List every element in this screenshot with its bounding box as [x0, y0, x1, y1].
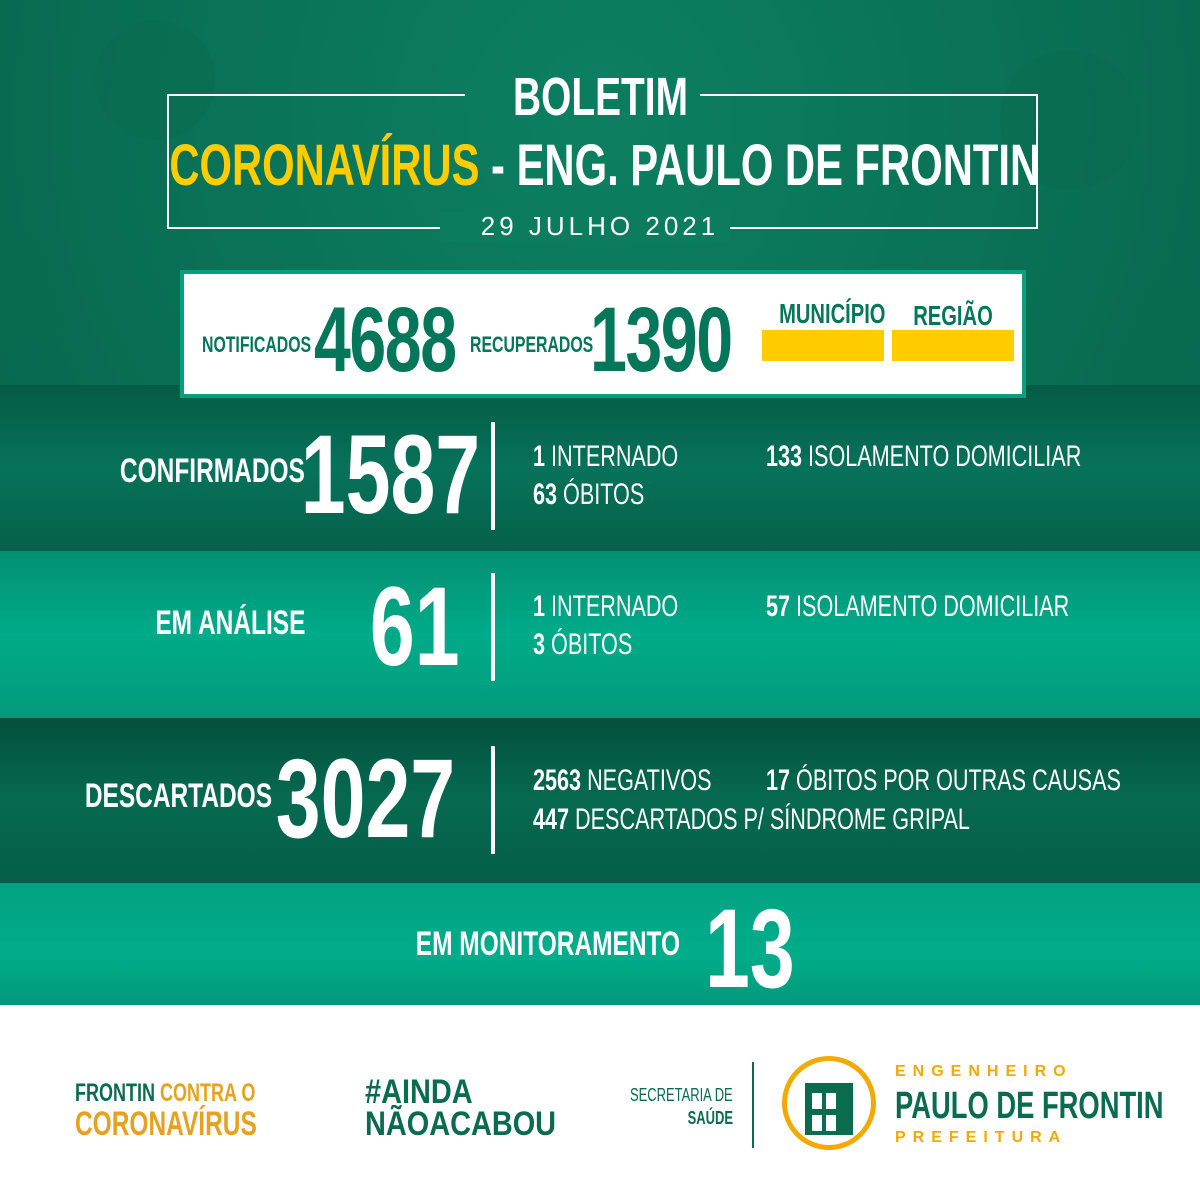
hashtag-line1: #AINDA [365, 1073, 473, 1111]
negativos-count: 2563 [533, 764, 582, 797]
outras-causas-label: ÓBITOS POR OUTRAS CAUSAS [796, 764, 1121, 797]
recuperados-value: 1390 [590, 289, 733, 391]
subject-highlight: CORONAVÍRUS [169, 133, 480, 198]
divider [491, 422, 495, 530]
descartados-value: 3027 [275, 736, 455, 861]
divider [752, 1062, 754, 1148]
analise-isolamento-count: 57 [766, 590, 791, 623]
notificados-value: 4688 [314, 289, 457, 391]
confirmados-internado-count: 1 [533, 440, 546, 473]
confirmados-internado-label: INTERNADO [551, 440, 679, 473]
secretaria-line2: SAÚDE [687, 1108, 733, 1128]
confirmados-obitos-label: ÓBITOS [563, 478, 645, 511]
analise-obitos-label: ÓBITOS [551, 628, 633, 661]
confirmados-obitos-count: 63 [533, 478, 558, 511]
recuperados-label: RECUPERADOS [470, 332, 594, 357]
prefeitura-top: ENGENHEIRO [895, 1063, 1073, 1080]
monitoramento-band [0, 883, 1200, 1005]
analise-isolamento-label: ISOLAMENTO DOMICILIAR [796, 590, 1070, 623]
regiao-label: REGIÃO [913, 300, 993, 331]
sindrome-gripal-label: DESCARTADOS P/ SÍNDROME GRIPAL [575, 803, 970, 836]
bulletin-date: 29 JULHO 2021 [480, 211, 720, 241]
confirmados-label: CONFIRMADOS [120, 452, 305, 490]
subject-location: - ENG. PAULO DE FRONTIN [491, 133, 1041, 198]
descartados-label: DESCARTADOS [84, 777, 272, 815]
city-hall-emblem-icon [782, 1056, 876, 1150]
analise-internado-label: INTERNADO [551, 590, 679, 623]
municipio-label: MUNICÍPIO [779, 298, 886, 329]
virus-decoration-icon [1000, 50, 1140, 190]
hashtag-line2: NÃOACABOU [365, 1105, 557, 1143]
analise-internado-count: 1 [533, 590, 546, 623]
confirmados-value: 1587 [300, 412, 480, 537]
divider [491, 746, 495, 854]
summary-card: NOTIFICADOS 4688 RECUPERADOS 1390 MUNICÍ… [180, 270, 1026, 398]
prefeitura-bottom: PREFEITURA [895, 1129, 1068, 1146]
descartados-band [0, 718, 1200, 883]
analise-label: EM ANÁLISE [154, 604, 305, 642]
secretaria-line1: SECRETARIA DE [630, 1085, 733, 1105]
outras-causas-count: 17 [766, 764, 791, 797]
campaign-logo-line1: FRONTIN CONTRA O [75, 1079, 256, 1107]
analise-value: 61 [370, 564, 460, 689]
sindrome-gripal-count: 447 [533, 803, 570, 836]
confirmados-isolamento-count: 133 [766, 440, 803, 473]
municipio-swatch [762, 330, 884, 361]
notificados-label: NOTIFICADOS [202, 332, 312, 357]
regiao-swatch [892, 330, 1014, 361]
confirmados-isolamento-label: ISOLAMENTO DOMICILIAR [808, 440, 1082, 473]
footer: FRONTIN CONTRA O CORONAVÍRUS #AINDA NÃOA… [0, 1005, 1200, 1200]
monitoramento-value: 13 [705, 886, 795, 1011]
virus-decoration-icon [0, 230, 70, 350]
analise-obitos-count: 3 [533, 628, 546, 661]
campaign-logo-line2: CORONAVÍRUS [75, 1105, 257, 1143]
confirmados-band [0, 385, 1200, 551]
prefeitura-name: PAULO DE FRONTIN [895, 1085, 1164, 1127]
virus-decoration-icon [95, 20, 215, 140]
monitoramento-label: EM MONITORAMENTO [415, 925, 680, 963]
divider [491, 573, 495, 681]
analise-band [0, 551, 1200, 718]
negativos-label: NEGATIVOS [587, 764, 712, 797]
bulletin-title: BOLETIM [512, 67, 688, 127]
